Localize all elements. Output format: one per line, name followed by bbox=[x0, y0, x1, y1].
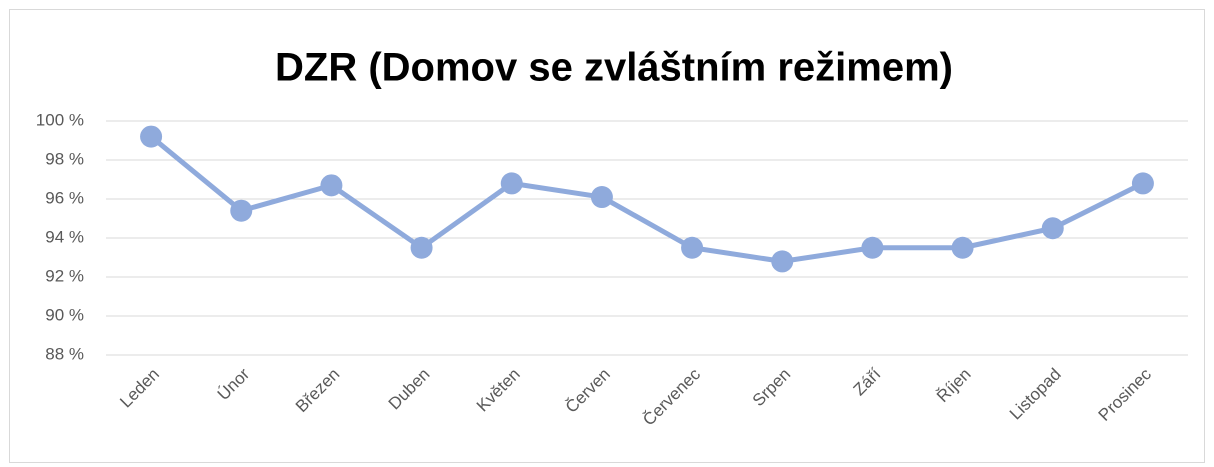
point bbox=[771, 250, 794, 273]
point bbox=[1041, 217, 1064, 240]
y-tick-label: 88 % bbox=[45, 344, 84, 363]
point bbox=[320, 174, 343, 197]
y-tick-label: 94 % bbox=[45, 227, 84, 246]
y-tick-label: 96 % bbox=[45, 188, 84, 207]
point bbox=[590, 186, 613, 209]
point bbox=[681, 236, 704, 259]
y-tick-label: 100 % bbox=[36, 110, 84, 129]
point bbox=[140, 125, 163, 148]
series-line bbox=[149, 134, 1145, 264]
point bbox=[1131, 172, 1154, 195]
point bbox=[500, 172, 523, 195]
chart-title: DZR (Domov se zvláštním režimem) bbox=[275, 46, 953, 90]
y-tick-label: 90 % bbox=[45, 305, 84, 324]
point bbox=[861, 236, 884, 259]
point bbox=[410, 236, 433, 259]
point bbox=[951, 236, 974, 259]
y-tick-label: 98 % bbox=[45, 149, 84, 168]
point bbox=[230, 199, 253, 222]
y-tick-label: 92 % bbox=[45, 266, 84, 285]
